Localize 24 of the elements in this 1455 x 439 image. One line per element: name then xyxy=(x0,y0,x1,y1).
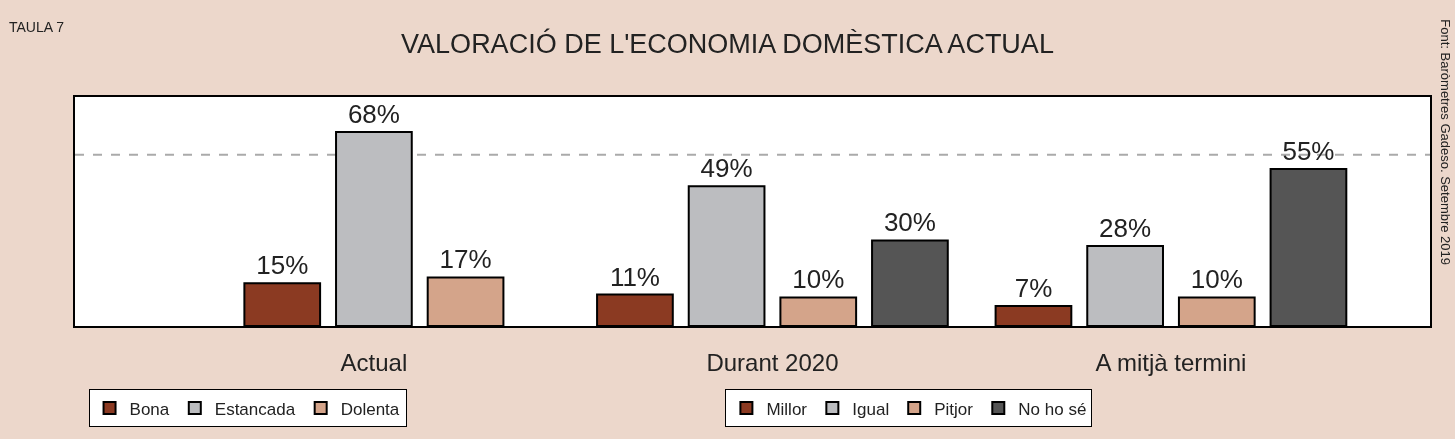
data-label: 10% xyxy=(1190,264,1243,295)
data-label: 28% xyxy=(1099,213,1152,244)
x-tick-label: Actual xyxy=(340,348,408,376)
x-tick-label: A mitjà termini xyxy=(1095,348,1247,376)
data-label: 17% xyxy=(439,244,492,275)
data-label: 7% xyxy=(1014,273,1053,304)
data-label: 15% xyxy=(256,250,309,281)
legend-label: Estancada xyxy=(214,399,296,419)
data-label: 30% xyxy=(883,207,936,238)
text: Font: Baròmetres Gadeso. Setembre 2019 xyxy=(1438,19,1454,266)
data-label: 68% xyxy=(347,98,400,129)
legend-label: Bona xyxy=(129,399,170,419)
data-label: 11% xyxy=(609,261,660,292)
legend-label: Igual xyxy=(852,399,890,419)
data-label: 55% xyxy=(1282,136,1335,167)
data-label: 49% xyxy=(700,153,753,184)
x-tick-label: Durant 2020 xyxy=(706,348,839,376)
legend-label: Dolenta xyxy=(340,399,400,419)
legend-label: No ho sé xyxy=(1018,399,1087,419)
legend-label: Millor xyxy=(766,399,808,419)
text: TAULA 7 xyxy=(9,19,65,35)
data-label: 10% xyxy=(792,264,845,295)
legend-label: Pitjor xyxy=(934,399,974,419)
chart-title: VALORACIÓ DE L'ECONOMIA DOMÈSTICA ACTUAL xyxy=(401,28,1054,60)
